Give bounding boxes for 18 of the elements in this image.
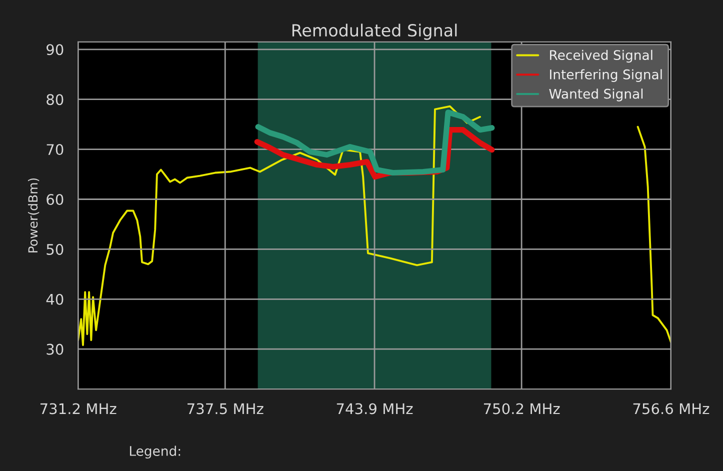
y-tick-label: 80 [46, 94, 64, 106]
y-tick-label: 70 [46, 144, 64, 156]
x-tick-label: 731.2 MHz [40, 403, 116, 414]
y-tick-label: 30 [46, 344, 64, 355]
chart-title: Remodulated Signal [292, 24, 457, 40]
x-tick-label: 743.9 MHz [336, 403, 413, 414]
y-tick-label: 90 [46, 44, 64, 56]
text: Legend: [130, 446, 180, 459]
y-tick-label: 60 [46, 194, 64, 205]
y-tick-label: 40 [46, 294, 64, 305]
x-tick-label: 737.5 MHz [188, 403, 264, 414]
y-tick-label: 50 [46, 244, 64, 255]
y-axis-title: Power(dBm) [28, 178, 40, 252]
legend-label: Received Signal [550, 50, 652, 63]
legend-label: Wanted Signal [549, 88, 643, 102]
x-tick-label: 756.6 MHz [633, 403, 710, 414]
legend-label: Interfering Signal [550, 69, 662, 82]
x-tick-label: 750.2 MHz [484, 403, 560, 414]
